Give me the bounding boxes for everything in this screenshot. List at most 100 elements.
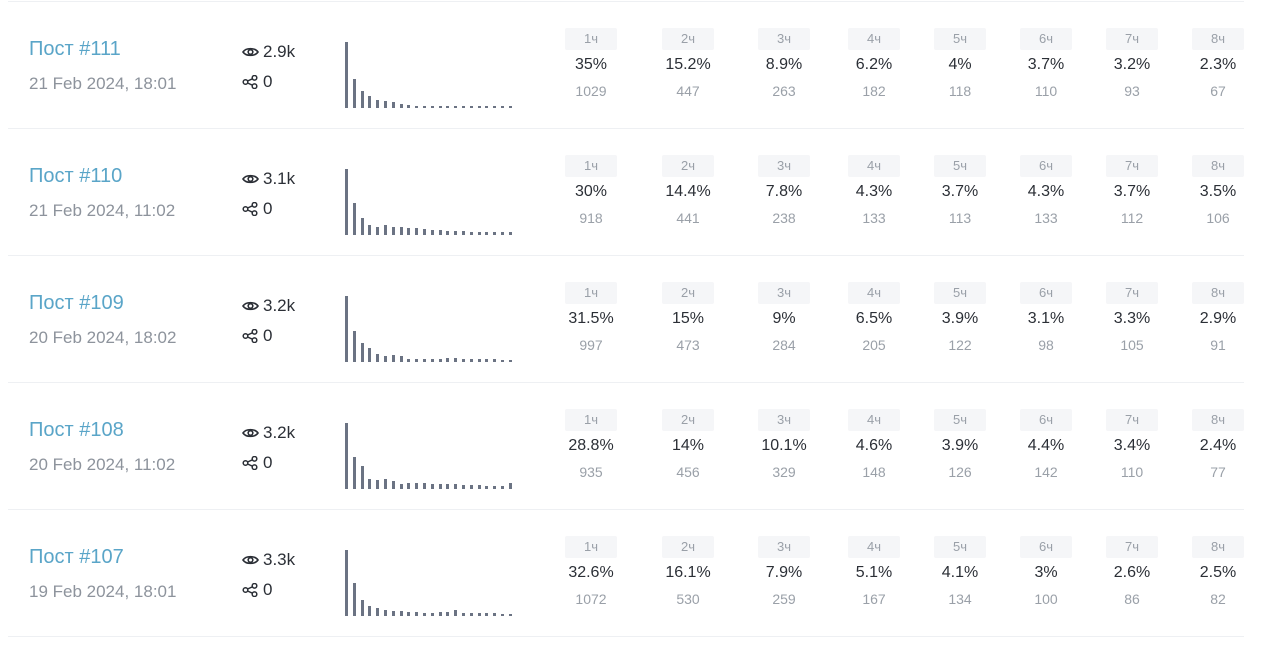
hour-label: 7ч <box>1106 282 1158 304</box>
hour-percent: 3.5% <box>1199 183 1237 200</box>
hour-label: 6ч <box>1020 28 1072 50</box>
hour-column: 1ч 35% 1029 <box>561 28 621 99</box>
hour-percent: 15% <box>671 310 705 327</box>
hour-label: 2ч <box>662 155 714 177</box>
hour-percent: 2.9% <box>1199 310 1237 327</box>
hour-label: 2ч <box>662 282 714 304</box>
sparkline-bar <box>352 331 356 362</box>
hour-column: 7ч 3.2% 93 <box>1102 28 1162 99</box>
sparkline-bar <box>391 481 395 489</box>
post-title-link[interactable]: Пост #111 <box>29 38 121 60</box>
sparkline-bar <box>352 457 356 489</box>
hour-label: 2ч <box>662 28 714 50</box>
sparkline-bar <box>477 359 481 362</box>
hour-column: 3ч 7.8% 238 <box>754 155 814 226</box>
sparkline-bar <box>368 606 372 616</box>
sparkline-bar <box>438 484 442 489</box>
hour-views-count: 259 <box>772 591 796 607</box>
sparkline-bar <box>360 218 364 235</box>
sparkline-bar <box>485 232 489 235</box>
sparkline-bar <box>352 79 356 108</box>
hour-percent: 3.1% <box>1027 310 1065 327</box>
hour-percent: 35% <box>574 56 608 73</box>
sparkline-bar <box>469 106 473 108</box>
hour-views-count: 473 <box>676 337 700 353</box>
sparkline-bar <box>462 485 465 489</box>
post-date: 21 Feb 2024, 18:01 <box>29 74 177 93</box>
sparkline-bar <box>477 485 481 489</box>
sparkline-bar <box>454 358 458 362</box>
hour-views-count: 182 <box>862 83 886 99</box>
hour-label: 5ч <box>934 28 986 50</box>
sparkline-bar <box>462 231 465 235</box>
hour-views-count: 205 <box>862 337 886 353</box>
hour-views-count: 112 <box>1120 210 1144 226</box>
sparkline-bar <box>391 227 395 235</box>
hour-column: 8ч 2.5% 82 <box>1188 536 1248 607</box>
hour-column: 1ч 32.6% 1072 <box>561 536 621 607</box>
sparkline-bar <box>423 359 426 362</box>
post-title-link[interactable]: Пост #108 <box>29 419 124 441</box>
hour-views-count: 134 <box>948 591 972 607</box>
post-row: Пост #109 20 Feb 2024, 18:02 3.2k 0 1ч 31… <box>8 256 1244 383</box>
hour-percent: 4.3% <box>1027 183 1065 200</box>
hour-label: 7ч <box>1106 155 1158 177</box>
sparkline-bar <box>454 231 458 235</box>
sparkline-bar <box>430 613 434 616</box>
hour-column: 8ч 2.4% 77 <box>1188 409 1248 480</box>
hour-column: 6ч 3.1% 98 <box>1016 282 1076 353</box>
hour-percent: 16.1% <box>665 564 711 581</box>
hour-views-count: 126 <box>948 464 972 480</box>
views-stat: 3.3k <box>242 550 295 570</box>
share-icon <box>242 456 259 470</box>
sparkline-bar <box>501 486 504 489</box>
hour-views-count: 100 <box>1034 591 1058 607</box>
eye-icon <box>242 45 259 59</box>
post-title-link[interactable]: Пост #107 <box>29 546 124 568</box>
hour-views-count: 530 <box>676 591 700 607</box>
hour-percent: 30% <box>574 183 608 200</box>
hour-label: 4ч <box>848 536 900 558</box>
sparkline-bar <box>391 355 395 362</box>
hour-percent: 14% <box>671 437 705 454</box>
hour-percent: 4% <box>948 56 972 73</box>
hour-views-count: 441 <box>676 210 700 226</box>
hour-column: 5ч 3.9% 122 <box>930 282 990 353</box>
post-title-link[interactable]: Пост #110 <box>29 165 123 187</box>
hour-label: 2ч <box>662 409 714 431</box>
sparkline-bar <box>376 227 380 235</box>
hour-column: 7ч 2.6% 86 <box>1102 536 1162 607</box>
sparkline-bar <box>462 613 465 616</box>
hour-label: 6ч <box>1020 409 1072 431</box>
hour-column: 2ч 14.4% 441 <box>658 155 718 226</box>
sparkline-bar <box>446 612 450 616</box>
hour-column: 2ч 14% 456 <box>658 409 718 480</box>
hour-label: 1ч <box>565 282 617 304</box>
hour-label: 8ч <box>1192 409 1244 431</box>
hour-views-count: 133 <box>862 210 886 226</box>
post-title-link[interactable]: Пост #109 <box>29 292 124 314</box>
views-stat: 2.9k <box>242 42 295 62</box>
sparkline-bar <box>399 611 403 616</box>
sparkline-bar <box>368 348 372 362</box>
sparkline-bar <box>469 359 473 362</box>
hour-percent: 3.9% <box>941 437 979 454</box>
hour-percent: 3% <box>1034 564 1058 581</box>
sparkline-bar <box>438 359 442 362</box>
share-icon <box>242 75 259 89</box>
hour-label: 8ч <box>1192 282 1244 304</box>
sparkline-bar <box>477 232 481 235</box>
sparkline-bar <box>469 232 473 235</box>
hour-views-count: 122 <box>948 337 972 353</box>
hour-column: 1ч 31.5% 997 <box>561 282 621 353</box>
hour-views-count: 997 <box>579 337 603 353</box>
eye-icon <box>242 426 259 440</box>
hour-column: 7ч 3.4% 110 <box>1102 409 1162 480</box>
hour-label: 2ч <box>662 536 714 558</box>
hour-percent: 3.7% <box>1113 183 1151 200</box>
hour-percent: 31.5% <box>568 310 614 327</box>
sparkline-bar <box>438 230 442 235</box>
sparkline-bar <box>391 611 395 616</box>
views-stat: 3.2k <box>242 296 295 316</box>
hour-label: 6ч <box>1020 155 1072 177</box>
